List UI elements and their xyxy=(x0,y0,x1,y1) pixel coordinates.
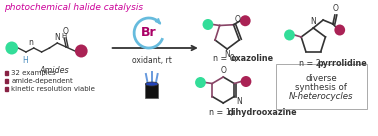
Text: N: N xyxy=(224,50,230,59)
Bar xyxy=(5,87,8,90)
Text: n = 1,: n = 1, xyxy=(209,108,235,117)
Text: diverse: diverse xyxy=(305,74,337,83)
Text: dihydrooxazine: dihydrooxazine xyxy=(227,108,297,117)
Bar xyxy=(146,84,158,98)
Text: N: N xyxy=(236,98,242,106)
Circle shape xyxy=(241,76,251,87)
Text: kinetic resolution viable: kinetic resolution viable xyxy=(11,86,95,92)
Circle shape xyxy=(195,77,206,88)
Text: n = 2,: n = 2, xyxy=(299,59,325,68)
Ellipse shape xyxy=(146,82,158,86)
Text: 32 examples: 32 examples xyxy=(11,70,56,76)
Circle shape xyxy=(5,41,18,55)
Text: O: O xyxy=(333,4,339,13)
Text: O: O xyxy=(220,66,226,75)
Circle shape xyxy=(284,30,295,41)
Text: synthesis of: synthesis of xyxy=(295,83,347,92)
Text: photochemical halide catalysis: photochemical halide catalysis xyxy=(4,3,143,12)
Text: N: N xyxy=(310,17,316,26)
Text: amide-dependent: amide-dependent xyxy=(11,78,73,84)
Text: H: H xyxy=(22,56,28,65)
Circle shape xyxy=(203,19,213,30)
Text: Amides: Amides xyxy=(39,66,69,75)
Circle shape xyxy=(240,15,251,26)
Text: Br: Br xyxy=(141,27,156,39)
Text: oxidant, rt: oxidant, rt xyxy=(132,56,172,65)
Text: N-heterocycles: N-heterocycles xyxy=(289,92,353,101)
Text: pyrrolidine: pyrrolidine xyxy=(317,59,367,68)
Circle shape xyxy=(335,24,345,35)
Text: n: n xyxy=(28,38,33,47)
FancyBboxPatch shape xyxy=(276,64,367,109)
Text: H: H xyxy=(61,33,67,39)
Text: oxazoline: oxazoline xyxy=(231,54,274,63)
Bar xyxy=(5,71,8,75)
Text: O: O xyxy=(234,15,240,24)
Bar xyxy=(5,79,8,83)
Text: n = 0,: n = 0, xyxy=(214,54,240,63)
Circle shape xyxy=(75,44,88,58)
Text: O: O xyxy=(62,27,68,36)
Text: N: N xyxy=(54,33,60,42)
